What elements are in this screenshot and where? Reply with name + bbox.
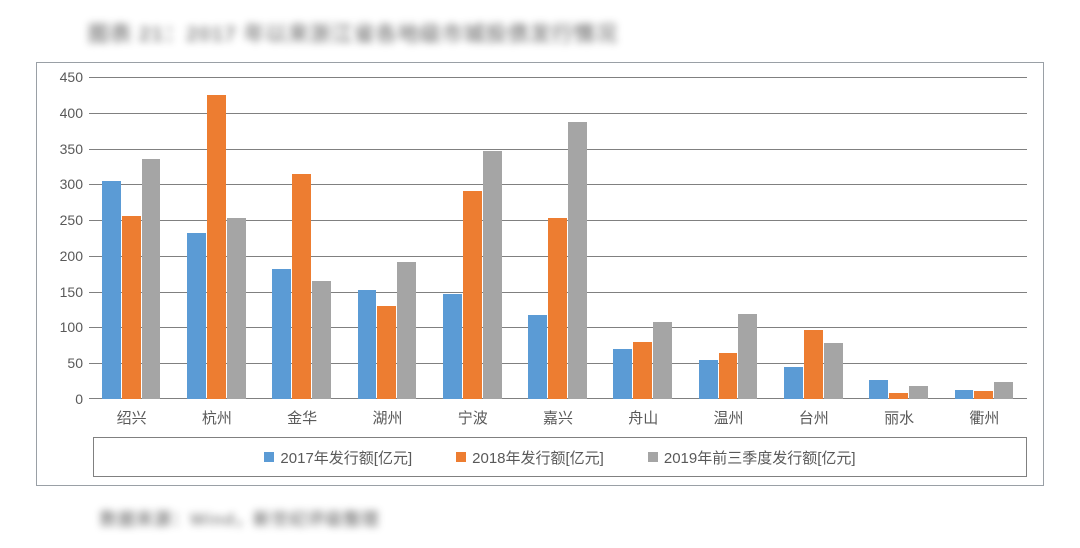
y-tick-label: 0 [45, 391, 83, 407]
x-tick-label: 宁波 [430, 407, 515, 428]
bar [227, 218, 246, 399]
legend-item: 2017年发行额[亿元] [264, 447, 412, 468]
bar [613, 349, 632, 399]
x-tick-label: 衢州 [942, 407, 1027, 428]
bar [122, 216, 141, 399]
y-tick-label: 300 [45, 176, 83, 192]
bar [187, 233, 206, 399]
legend-item: 2018年发行额[亿元] [456, 447, 604, 468]
bar-group [955, 77, 1015, 399]
x-tick-label: 温州 [686, 407, 771, 428]
bar [207, 95, 226, 399]
bar [974, 391, 993, 399]
bar-group [358, 77, 418, 399]
bar-group [869, 77, 929, 399]
x-tick-label: 湖州 [345, 407, 430, 428]
bar-group [102, 77, 162, 399]
y-tick-label: 350 [45, 141, 83, 157]
x-tick-label: 丽水 [856, 407, 941, 428]
bar [804, 330, 823, 399]
bar [397, 262, 416, 399]
bar-group [784, 77, 844, 399]
x-tick-label: 台州 [771, 407, 856, 428]
bar [358, 290, 377, 399]
bar [955, 390, 974, 399]
bar [443, 294, 462, 399]
bar-group [187, 77, 247, 399]
bar-group [613, 77, 673, 399]
bar [312, 281, 331, 399]
legend-swatch [264, 452, 274, 462]
bar [633, 342, 652, 399]
bar [548, 218, 567, 399]
bar [272, 269, 291, 399]
x-tick-label: 嘉兴 [515, 407, 600, 428]
x-tick-label: 绍兴 [89, 407, 174, 428]
bar [719, 353, 738, 399]
x-tick-label: 金华 [260, 407, 345, 428]
bar-group [272, 77, 332, 399]
legend-swatch [648, 452, 658, 462]
bar-group [443, 77, 503, 399]
x-tick-label: 舟山 [601, 407, 686, 428]
y-tick-label: 450 [45, 69, 83, 85]
chart-frame: 050100150200250300350400450 2017年发行额[亿元]… [36, 62, 1044, 486]
bar [528, 315, 547, 399]
bar [377, 306, 396, 399]
legend-label: 2017年发行额[亿元] [280, 447, 412, 468]
y-tick-label: 200 [45, 248, 83, 264]
bar [483, 151, 502, 399]
bar [653, 322, 672, 399]
chart-title: 图表 21：2017 年以来浙江省各地级市城投债发行情况 [88, 18, 618, 48]
bar [292, 174, 311, 399]
y-tick-label: 50 [45, 355, 83, 371]
y-tick-label: 150 [45, 284, 83, 300]
bar [142, 159, 161, 399]
legend-swatch [456, 452, 466, 462]
plot-area: 050100150200250300350400450 [89, 77, 1027, 399]
legend: 2017年发行额[亿元] 2018年发行额[亿元] 2019年前三季度发行额[亿元] [93, 437, 1027, 477]
bar [869, 380, 888, 399]
legend-label: 2018年发行额[亿元] [472, 447, 604, 468]
bar-group [699, 77, 759, 399]
bar [994, 382, 1013, 399]
bar-group [528, 77, 588, 399]
legend-label: 2019年前三季度发行额[亿元] [664, 447, 856, 468]
legend-item: 2019年前三季度发行额[亿元] [648, 447, 856, 468]
bar [784, 367, 803, 399]
bar [463, 191, 482, 399]
x-tick-label: 杭州 [174, 407, 259, 428]
bar [102, 181, 121, 399]
bar [889, 393, 908, 399]
bar [568, 122, 587, 399]
bar [909, 386, 928, 399]
bar [824, 343, 843, 399]
bar [699, 360, 718, 399]
source-text: 数据来源：Wind，新世纪评级整理 [100, 505, 379, 530]
bar [738, 314, 757, 399]
y-tick-label: 250 [45, 212, 83, 228]
y-tick-label: 100 [45, 319, 83, 335]
y-tick-label: 400 [45, 105, 83, 121]
